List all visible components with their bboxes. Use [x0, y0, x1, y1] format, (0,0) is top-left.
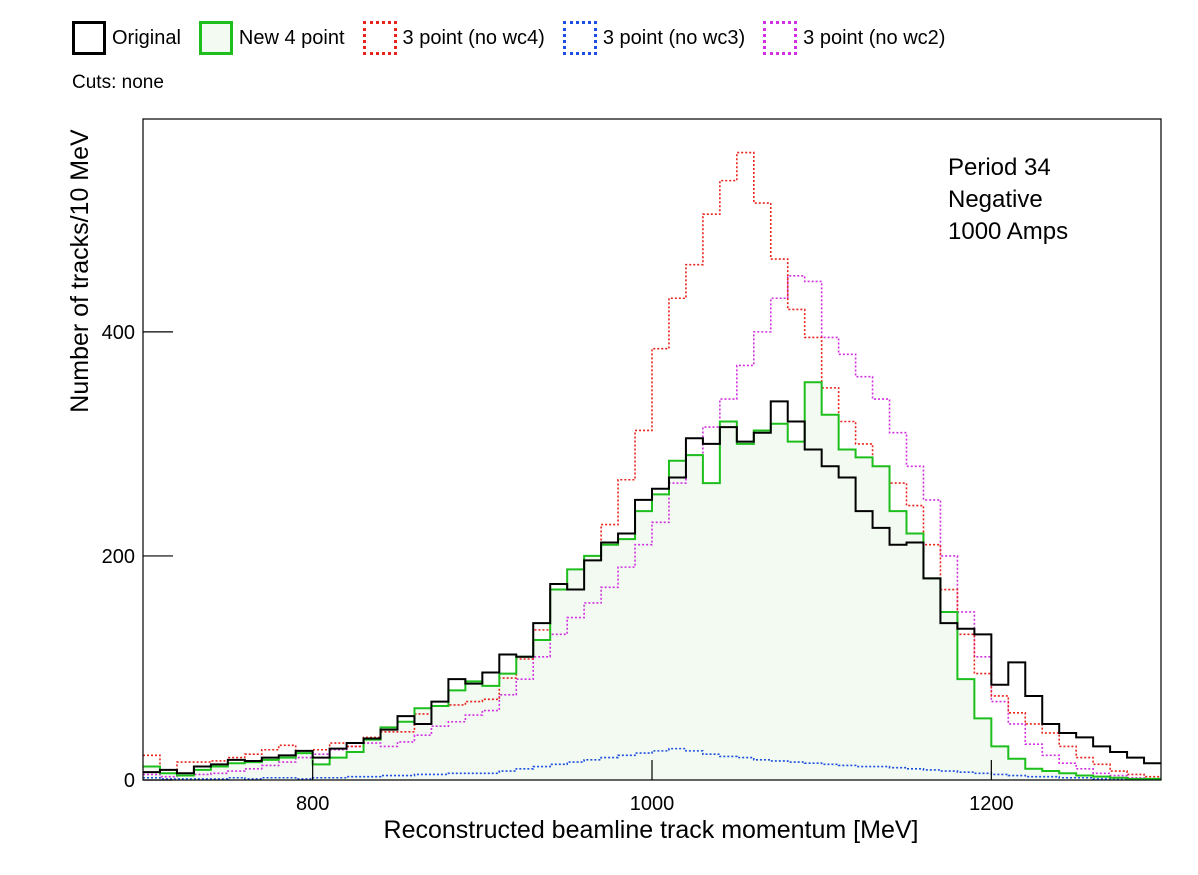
- run-annotation: Period 34 Negative 1000 Amps: [948, 152, 1068, 248]
- legend-swatch-0: [72, 21, 106, 55]
- legend-label-0: Original: [112, 26, 181, 49]
- annotation-line-1: Negative: [948, 186, 1043, 213]
- legend-swatch-1: [198, 21, 233, 55]
- legend: Original New 4 point 3 point (no wc4) 3 poi…: [72, 18, 963, 58]
- annotation-line-2: 1000 Amps: [948, 218, 1069, 245]
- series-fill-1: [143, 382, 1161, 780]
- legend-item-3: 3 point (no wc3): [562, 21, 746, 55]
- series-line-3: [143, 747, 1161, 780]
- y-axis-label: Number of tracks/10 MeV: [66, 129, 94, 413]
- y-tick-label-0: 0: [124, 770, 135, 792]
- annotation-line-0: Period 34: [948, 154, 1051, 181]
- legend-swatch-4: [763, 21, 798, 55]
- x-tick-label-0: 800: [296, 793, 329, 815]
- y-tick-label-2: 400: [102, 322, 135, 344]
- series-line-0: [143, 400, 1161, 775]
- x-axis-label: Reconstructed beamline track momentum [M…: [384, 816, 919, 844]
- legend-label-1: New 4 point: [238, 26, 345, 49]
- axes: 800 1000 1200 0 200 400: [102, 322, 1014, 815]
- cuts-label: Cuts: none: [72, 72, 164, 93]
- x-tick-label-1: 1000: [630, 793, 675, 815]
- legend-swatch-2: [362, 21, 397, 55]
- series-line-2: [143, 151, 1161, 778]
- x-tick-label-2: 1200: [969, 793, 1014, 815]
- legend-label-4: 3 point (no wc2): [803, 26, 946, 49]
- legend-item-0: Original: [72, 21, 181, 55]
- legend-item-1: New 4 point: [198, 21, 345, 55]
- legend-label-3: 3 point (no wc3): [602, 26, 746, 49]
- legend-item-2: 3 point (no wc4): [362, 21, 545, 55]
- y-tick-label-1: 200: [102, 546, 135, 568]
- legend-label-2: 3 point (no wc4): [402, 26, 545, 49]
- legend-item-4: 3 point (no wc2): [763, 21, 945, 55]
- legend-swatch-3: [562, 21, 597, 55]
